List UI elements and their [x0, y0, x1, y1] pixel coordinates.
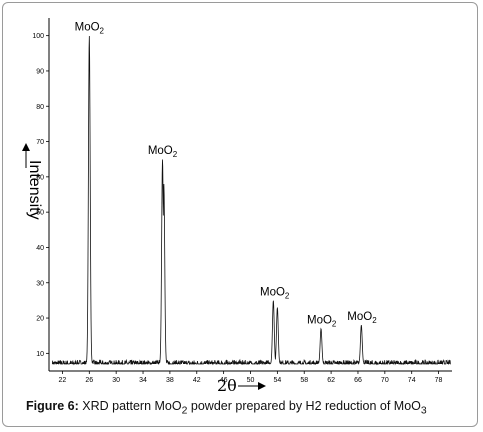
x-tick-label: 42 — [193, 377, 201, 384]
x-tick-label: 30 — [112, 377, 120, 384]
y-tick-label: 10 — [36, 351, 44, 358]
x-axis-arrow-head — [258, 382, 266, 390]
y-tick-label: 80 — [36, 104, 44, 111]
x-tick-label: 46 — [220, 377, 228, 384]
chart-axes — [48, 18, 452, 372]
x-tick-label: 78 — [435, 377, 443, 384]
peak-label: MoO2 — [260, 286, 290, 300]
x-tick-label: 66 — [354, 377, 362, 384]
y-tick-label: 60 — [36, 174, 44, 181]
y-tick-label: 100 — [32, 33, 44, 40]
caption-sub-b: 3 — [420, 405, 427, 417]
x-tick-label: 50 — [247, 377, 255, 384]
figure-caption: Figure 6: XRD pattern MoO2 powder prepar… — [26, 399, 427, 417]
y-tick-label: 90 — [36, 68, 44, 75]
y-tick-label: 30 — [36, 280, 44, 287]
x-tick-label: 62 — [327, 377, 335, 384]
x-tick-label: 38 — [166, 377, 174, 384]
caption-text-a: XRD pattern MoO — [78, 399, 182, 413]
x-tick-label: 54 — [273, 377, 281, 384]
y-tick-label: 20 — [36, 316, 44, 323]
y-axis-arrow-head — [22, 143, 30, 151]
caption-label: Figure 6: — [26, 399, 79, 413]
x-tick-label: 34 — [139, 377, 147, 384]
caption-sub-a: 2 — [181, 405, 188, 417]
x-tick-label: 70 — [381, 377, 389, 384]
peak-label: MoO2 — [75, 22, 105, 36]
figure-frame — [2, 2, 478, 427]
y-axis-label: Intensity — [26, 160, 43, 220]
x-tick-label: 22 — [59, 377, 67, 384]
peak-label: MoO2 — [307, 315, 337, 329]
xrd-trace — [51, 36, 451, 366]
axis-labels: Intensity 2θ — [22, 143, 266, 395]
chart-ticks: 10 20 30 40 50 60 70 80 90 100 22 26 30 34 38 42 46 50 54 5… — [32, 33, 442, 384]
peak-label: MoO2 — [347, 311, 377, 325]
x-tick-label: 26 — [85, 377, 93, 384]
x-axis-label: 2θ — [217, 376, 237, 395]
y-tick-label: 40 — [36, 245, 44, 252]
x-tick-label: 74 — [408, 377, 416, 384]
peak-annotations: MoO2 MoO2 MoO2 MoO2 MoO2 — [75, 22, 378, 329]
peak-label: MoO2 — [148, 145, 178, 159]
y-tick-label: 50 — [36, 210, 44, 217]
y-tick-label: 70 — [36, 139, 44, 146]
x-tick-label: 58 — [300, 377, 308, 384]
caption-text-b: powder prepared by H2 reduction of MoO — [187, 399, 421, 413]
